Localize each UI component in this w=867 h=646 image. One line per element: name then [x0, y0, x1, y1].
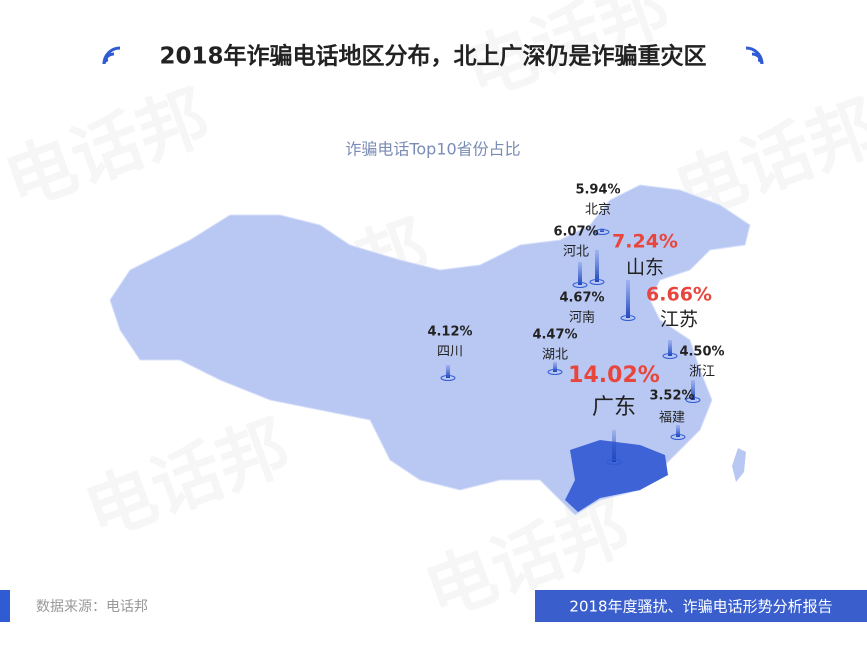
title: 2018年诈骗电话地区分布，北上广深仍是诈骗重灾区 — [159, 43, 706, 70]
province-share: 4.50% — [679, 345, 724, 360]
pin-base — [670, 434, 686, 440]
province-name: 河北 — [563, 245, 589, 260]
province-name: 河南 — [569, 310, 595, 326]
province-name: 广东 — [592, 395, 636, 420]
footer-bar — [0, 590, 10, 622]
pin — [595, 250, 599, 282]
pin — [578, 262, 582, 285]
province-share: 6.07% — [553, 225, 598, 240]
pin — [668, 340, 672, 356]
province-share: 4.67% — [559, 291, 604, 306]
pin-base — [547, 369, 563, 375]
province-share: 3.52% — [649, 389, 694, 404]
watermark: 电话邦 — [0, 75, 220, 224]
guangdong-region — [565, 440, 668, 512]
pin-base — [572, 282, 588, 288]
pin-base — [620, 315, 636, 321]
pin-base — [606, 459, 622, 465]
pin — [626, 280, 630, 318]
pin-base — [589, 279, 605, 285]
province-share: 6.66% — [646, 284, 712, 306]
province-name: 江苏 — [660, 309, 698, 331]
province-share: 5.94% — [575, 183, 620, 198]
taiwan-region — [732, 448, 746, 482]
province-share: 14.02% — [568, 363, 660, 388]
province-name: 福建 — [659, 411, 685, 426]
pin — [446, 365, 450, 378]
watermark: 电话邦 — [74, 405, 299, 554]
subtitle: 诈骗电话Top10省份占比 — [345, 140, 520, 159]
province-name: 山东 — [626, 257, 664, 279]
report-banner — [535, 590, 867, 622]
source: 数据来源：电话邦 — [36, 599, 148, 615]
province-share: 4.12% — [427, 325, 472, 340]
province-share: 7.24% — [612, 231, 678, 253]
province-name: 北京 — [585, 203, 611, 218]
province-name: 湖北 — [542, 348, 568, 363]
pin — [612, 430, 616, 462]
province-name: 浙江 — [689, 365, 715, 380]
pin — [676, 425, 680, 437]
china-map — [109, 184, 751, 516]
title-icon-left — [102, 46, 121, 65]
province-share: 4.47% — [532, 328, 577, 343]
pin-base — [662, 353, 678, 359]
pin-base — [594, 229, 610, 235]
title-icon-right — [745, 46, 764, 65]
province-name: 四川 — [437, 345, 463, 360]
pin-base — [440, 375, 456, 381]
pin — [691, 380, 695, 400]
pin — [553, 362, 557, 372]
report-title: 2018年度骚扰、诈骗电话形势分析报告 — [569, 598, 832, 616]
pin-base — [685, 397, 701, 403]
